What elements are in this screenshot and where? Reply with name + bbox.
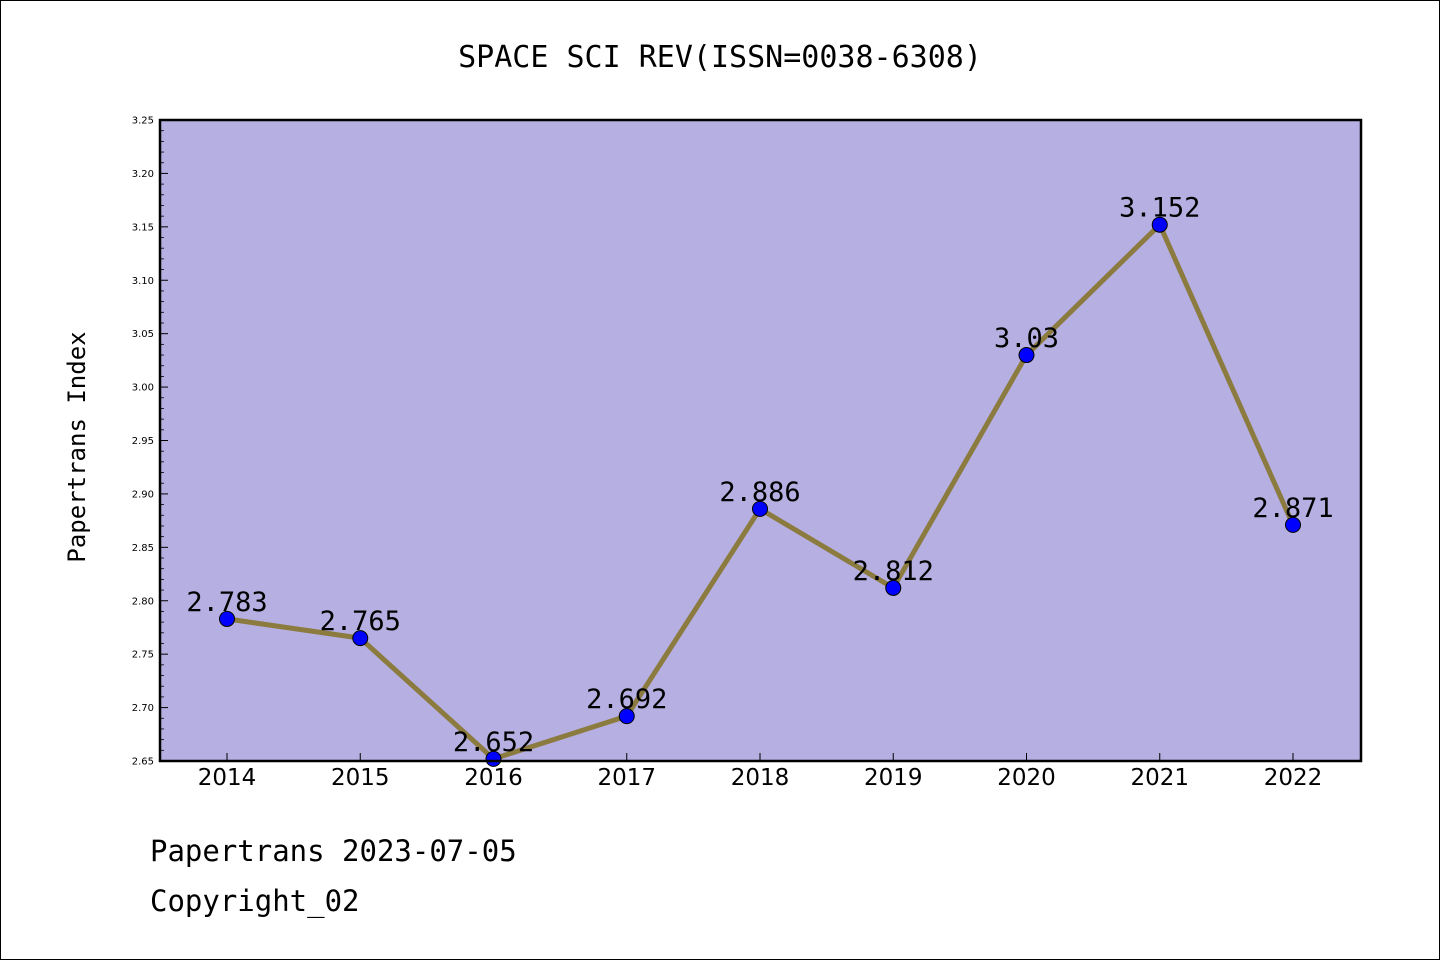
y-tick-label: 3.10 xyxy=(132,276,154,287)
y-axis-ticks: 2.65 2.70 2.75 2.80 2.85 2.90 2.95 3.00 3.05 3.10… xyxy=(132,116,168,768)
series-group: 2.783 2.765 2.652 2.692 2.886 2.812 3.03 3.152 2… xyxy=(186,193,1334,767)
data-point xyxy=(219,610,235,627)
footer-date: Papertrans 2023-07-05 xyxy=(150,834,517,868)
data-point xyxy=(1285,516,1301,533)
y-tick-label: 2.80 xyxy=(132,596,154,607)
x-tick-label: 2022 xyxy=(1264,765,1323,791)
y-tick-label: 3.00 xyxy=(132,383,154,394)
y-axis-label: Papertrans Index xyxy=(63,331,91,562)
data-point xyxy=(885,579,902,596)
y-tick-label: 3.20 xyxy=(132,169,154,180)
y-tick-label: 3.25 xyxy=(132,116,154,127)
data-point xyxy=(352,630,369,647)
data-label: 3.03 xyxy=(994,323,1059,354)
data-label: 2.783 xyxy=(186,587,267,618)
plot-border xyxy=(158,118,1363,763)
chart-title: SPACE SCI REV(ISSN=0038-6308) xyxy=(458,40,982,75)
data-point xyxy=(752,500,768,517)
data-label: 2.652 xyxy=(453,727,534,758)
x-axis-ticks: 2014 2015 2016 2017 2018 2019 2020 2021 2022 xyxy=(198,753,1323,791)
x-tick-label: 2016 xyxy=(464,765,523,791)
y-tick-label: 2.85 xyxy=(132,543,154,554)
data-point xyxy=(618,708,635,725)
data-label: 3.152 xyxy=(1119,193,1200,224)
y-tick-label: 2.65 xyxy=(132,757,154,768)
x-tick-label: 2014 xyxy=(198,765,257,791)
data-label: 2.692 xyxy=(586,684,667,715)
y-tick-label: 2.75 xyxy=(132,650,154,661)
x-tick-label: 2019 xyxy=(864,765,923,791)
data-label: 2.765 xyxy=(320,606,401,637)
data-point xyxy=(485,750,502,767)
footer-copyright: Copyright_02 xyxy=(150,884,360,918)
y-tick-label: 2.90 xyxy=(132,489,154,500)
data-label: 2.871 xyxy=(1252,493,1333,524)
x-tick-label: 2021 xyxy=(1130,765,1189,791)
x-tick-label: 2017 xyxy=(597,765,656,791)
x-tick-label: 2015 xyxy=(331,765,390,791)
y-tick-label: 2.70 xyxy=(132,703,154,714)
y-tick-label: 2.95 xyxy=(132,436,154,447)
data-label: 2.886 xyxy=(719,477,800,508)
data-point xyxy=(1151,216,1168,233)
x-tick-label: 2020 xyxy=(997,765,1056,791)
y-tick-label: 3.05 xyxy=(132,329,154,340)
x-tick-label: 2018 xyxy=(731,765,790,791)
y-tick-label: 3.15 xyxy=(132,222,154,233)
data-point xyxy=(1018,347,1035,364)
data-label: 2.812 xyxy=(853,556,934,587)
